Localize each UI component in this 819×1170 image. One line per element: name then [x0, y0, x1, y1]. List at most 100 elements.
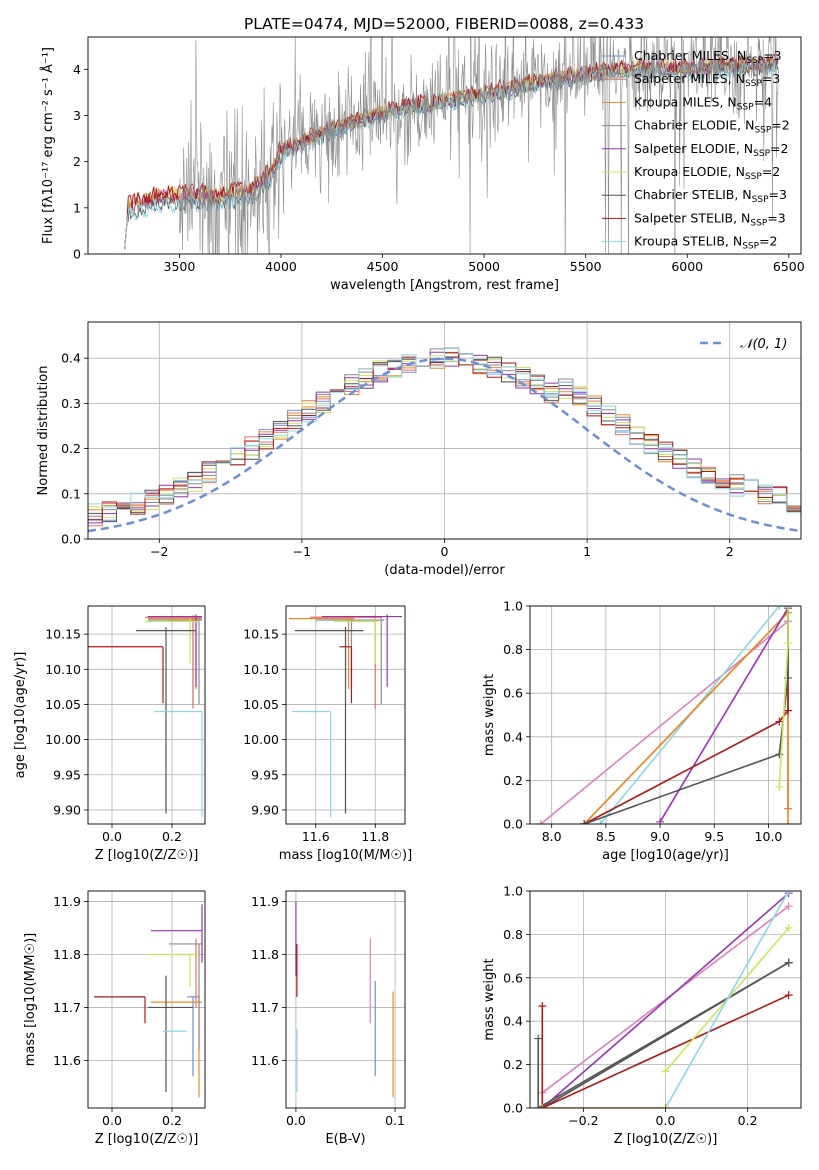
- axes-age_vs_mass: 11.6 11.8 9.90 9.95 10.00 10.05 10.10 10.15 mass…: [243, 606, 412, 863]
- plus-marker: [596, 820, 605, 824]
- histogram-step: [88, 348, 801, 530]
- x-tick-label: 6000: [671, 259, 703, 274]
- x-tick-label: 3500: [164, 259, 196, 274]
- plus-marker: [775, 606, 784, 610]
- plus-marker: [784, 958, 793, 967]
- legend-entry: Kroupa MILES, NSSP=4: [634, 94, 772, 112]
- y-axis-label: mass weight: [482, 958, 497, 1040]
- errorbar-point: [148, 616, 202, 689]
- y-tick-label: 10.00: [243, 732, 279, 747]
- plus-marker: [661, 1104, 670, 1108]
- mass_vs_Z-errorbars: [94, 904, 203, 1098]
- cumulative-line: [541, 892, 790, 1108]
- y-axis-label: Flux [fλ10⁻¹⁷ erg cm⁻² s⁻¹ Å⁻¹]: [40, 47, 56, 244]
- axes-spectrum: 3500 4000 4500 5000 5500 6000 6500 0 1 2 3 4 wavelen…: [40, 47, 805, 293]
- histogram-legend: 𝒩(0, 1): [700, 337, 787, 352]
- cumulative_age-frame: [529, 605, 802, 825]
- x-tick-label: 5500: [570, 259, 602, 274]
- y-tick-label: 0.8: [503, 642, 523, 657]
- y-tick-label: 3: [73, 108, 81, 123]
- y-tick-label: 0.4: [61, 351, 81, 366]
- axes-cumulative_age: 8.0 8.5 9.0 9.5 10.0 0.0 0.2 0.4 0.6 0.8 1.0 age [l…: [482, 599, 801, 863]
- y-tick-label: 9.90: [53, 802, 81, 817]
- y-axis-label: mass [log10(M/M☉)]: [23, 933, 38, 1066]
- errorbar-point: [88, 646, 164, 704]
- errorbar-point: [333, 618, 379, 664]
- cumulative-line: [541, 994, 790, 1108]
- x-axis-label: age [log10(age/yr)]: [602, 848, 729, 863]
- x-tick-label: 0.0: [286, 1113, 306, 1128]
- y-tick-label: 11.7: [251, 1000, 279, 1015]
- spectrum-lines: [124, 37, 779, 254]
- errorbar-point: [187, 996, 199, 1077]
- axes-age_vs_Z: 0.0 0.2 9.90 9.95 10.00 10.05 10.10 10.15 Z [log…: [13, 606, 205, 863]
- cumulative_Z-lines: [534, 891, 793, 1108]
- x-tick-label: 8.5: [596, 829, 616, 844]
- age_vs_Z-frame: [87, 605, 206, 825]
- y-tick-label: 11.6: [53, 1053, 81, 1068]
- y-tick-label: 0.3: [61, 396, 81, 411]
- x-axis-label: E(B-V): [325, 1132, 365, 1147]
- errorbar-point: [94, 996, 146, 1024]
- y-tick-label: 10.10: [243, 662, 279, 677]
- y-axis-label: mass weight: [482, 674, 497, 756]
- axes-mass_vs_EBV: 0.0 0.1 11.6 11.7 11.8 11.9 E(B-V): [251, 891, 405, 1147]
- errorbar-point: [342, 617, 385, 705]
- y-tick-label: 11.8: [251, 947, 279, 962]
- plus-marker: [783, 706, 792, 715]
- y-tick-label: 0: [73, 247, 81, 262]
- errorbar-point: [148, 614, 202, 687]
- x-tick-label: 6500: [773, 259, 805, 274]
- plus-marker: [784, 923, 793, 932]
- y-tick-label: 0.1: [61, 486, 81, 501]
- cumulative-line: [541, 905, 790, 1094]
- y-tick-label: 0.0: [61, 532, 81, 547]
- legend-entry: Chabrier STELIB, NSSP=3: [634, 187, 787, 205]
- errorbar-point: [151, 996, 202, 1098]
- plus-marker: [783, 639, 792, 648]
- y-axis-label: age [log10(age/yr)]: [13, 652, 28, 779]
- x-axis-label: Z [log10(Z/Z☉)]: [614, 1132, 718, 1147]
- y-tick-label: 10.10: [45, 662, 81, 677]
- x-tick-label: 4000: [265, 259, 297, 274]
- plus-marker: [783, 820, 792, 824]
- spectrum-frame: [87, 36, 802, 255]
- y-tick-label: 0.8: [503, 927, 523, 942]
- errorbar-point: [148, 975, 193, 1093]
- plus-marker: [538, 1002, 547, 1011]
- plus-marker: [784, 991, 793, 1000]
- plus-marker: [784, 891, 793, 895]
- y-tick-label: 11.8: [53, 947, 81, 962]
- x-tick-label: 0.2: [162, 1113, 182, 1128]
- y-tick-label: 1.0: [503, 599, 523, 614]
- y-tick-label: 0.6: [503, 686, 523, 701]
- age_vs_mass-errorbars: [288, 614, 403, 817]
- observed-spectrum-line: [179, 37, 779, 254]
- cumulative-line: [778, 606, 789, 787]
- y-tick-label: 11.6: [251, 1053, 279, 1068]
- x-tick-label: 1: [583, 544, 591, 559]
- y-tick-label: 11.9: [251, 894, 279, 909]
- x-tick-label: 4500: [367, 259, 399, 274]
- x-tick-label: −1: [293, 544, 311, 559]
- x-tick-label: 9.5: [704, 829, 724, 844]
- y-tick-label: 10.05: [243, 697, 279, 712]
- plus-marker: [534, 1034, 543, 1043]
- y-tick-label: 0.2: [503, 773, 523, 788]
- model-spectrum-line: [124, 60, 779, 250]
- histogram-steps: [88, 347, 801, 533]
- y-tick-label: 0.4: [503, 729, 523, 744]
- plus-marker: [661, 1067, 670, 1076]
- y-tick-label: 0.0: [503, 817, 523, 832]
- y-tick-label: 0.2: [61, 441, 81, 456]
- errorbar-point: [145, 618, 199, 664]
- model-spectrum-line: [124, 59, 779, 250]
- errorbar-point: [151, 904, 203, 963]
- y-tick-label: 11.7: [53, 1000, 81, 1015]
- legend-entry: Kroupa STELIB, NSSP=2: [634, 234, 778, 252]
- x-tick-label: 0: [441, 544, 449, 559]
- mass_vs_Z-frame: [87, 890, 206, 1109]
- cumulative-line: [537, 961, 790, 1108]
- y-tick-label: 9.95: [251, 767, 279, 782]
